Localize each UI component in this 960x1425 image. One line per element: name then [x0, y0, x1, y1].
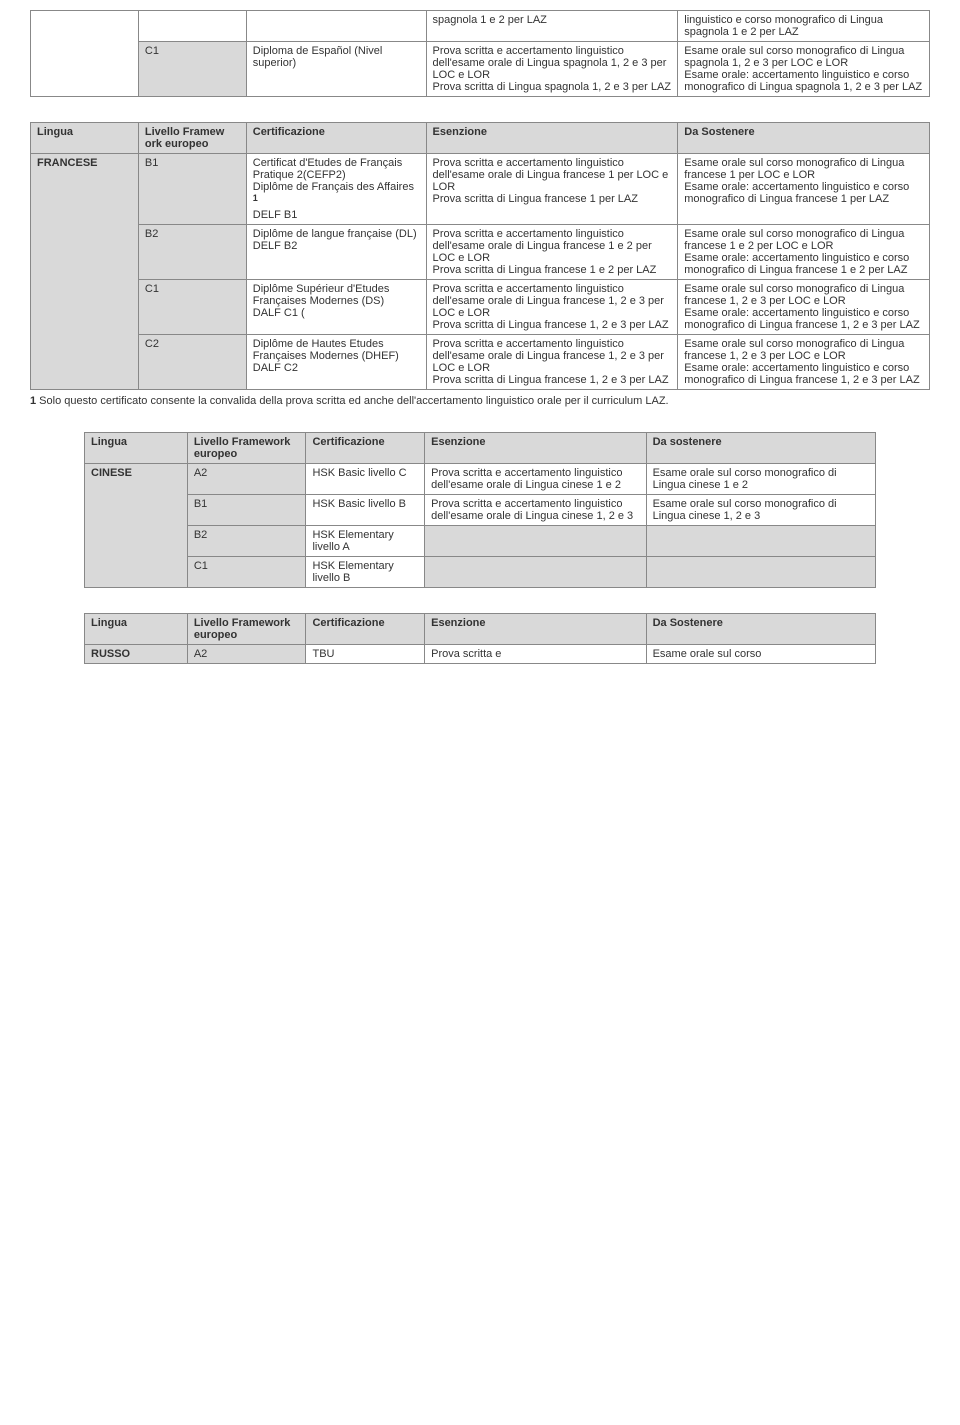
cell: [138, 11, 246, 42]
cell-level: B2: [187, 525, 306, 556]
footnote-ref: 1: [253, 193, 258, 203]
cell: Prova scritta e accertamento linguistico…: [426, 279, 678, 334]
table-row: spagnola 1 e 2 per LAZ linguistico e cor…: [31, 11, 930, 42]
table-header-row: Lingua Livello Framework europeo Certifi…: [85, 432, 876, 463]
cert-line: DELF B1: [253, 209, 298, 221]
cell-level: B1: [187, 494, 306, 525]
cell-level: A2: [187, 644, 306, 663]
cell: Esame orale sul corso monografico di Lin…: [678, 334, 930, 389]
cell-level: C2: [138, 334, 246, 389]
cell: Esame orale sul corso monografico di Lin…: [678, 154, 930, 225]
table-row: CINESE A2 HSK Basic livello C Prova scri…: [85, 463, 876, 494]
table-header-row: Lingua Livello Framework europeo Certifi…: [85, 613, 876, 644]
col-header: Da sostenere: [646, 432, 875, 463]
cert-line: Certificat d'Etudes de Français Pratique…: [253, 157, 402, 181]
cell-level: A2: [187, 463, 306, 494]
col-header: Lingua: [31, 123, 139, 154]
table-row: C1 HSK Elementary livello B: [85, 556, 876, 587]
col-header: Esenzione: [425, 613, 646, 644]
col-header: Certificazione: [246, 123, 426, 154]
cell: Esame orale sul corso monografico di Lin…: [678, 42, 930, 97]
cell-level: B1: [138, 154, 246, 225]
table-row: B2 Diplôme de langue française (DL)DELF …: [31, 224, 930, 279]
cell: Diplôme de Hautes Etudes Françaises Mode…: [246, 334, 426, 389]
col-header: Esenzione: [425, 432, 646, 463]
cell: [31, 11, 139, 97]
col-header: Esenzione: [426, 123, 678, 154]
cell: Diplôme de langue française (DL)DELF B2: [246, 224, 426, 279]
cell: TBU: [306, 644, 425, 663]
cell: Diplôme Supérieur d'Etudes Françaises Mo…: [246, 279, 426, 334]
cell: Prova scritta e accertamento linguistico…: [426, 224, 678, 279]
cell-level: C1: [138, 279, 246, 334]
cell-language: RUSSO: [85, 644, 188, 663]
cell: Diploma de Español (Nivel superior): [246, 42, 426, 97]
col-header: Lingua: [85, 432, 188, 463]
cell: HSK Basic livello B: [306, 494, 425, 525]
col-header: Livello Framew ork europeo: [138, 123, 246, 154]
footnote-text: Solo questo certificato consente la conv…: [36, 395, 668, 407]
cell-level: C1: [187, 556, 306, 587]
cell: Esame orale sul corso monografico di Lin…: [678, 279, 930, 334]
cell-language: CINESE: [85, 463, 188, 587]
table-row: FRANCESE B1 Certificat d'Etudes de Franç…: [31, 154, 930, 225]
col-header: Lingua: [85, 613, 188, 644]
cell: [425, 556, 646, 587]
cell: linguistico e corso monografico di Lingu…: [678, 11, 930, 42]
col-header: Da Sostenere: [646, 613, 875, 644]
cell: HSK Elementary livello B: [306, 556, 425, 587]
col-header: Certificazione: [306, 613, 425, 644]
table-spanish-cont: spagnola 1 e 2 per LAZ linguistico e cor…: [30, 10, 930, 97]
cell-level: B2: [138, 224, 246, 279]
cell: [646, 525, 875, 556]
cell: Prova scritta e accertamento linguistico…: [425, 463, 646, 494]
col-header: Certificazione: [306, 432, 425, 463]
table-row: C1 Diploma de Español (Nivel superior) P…: [31, 42, 930, 97]
footnote: 1 Solo questo certificato consente la co…: [30, 395, 930, 407]
cell: Prova scritta e accertamento linguistico…: [425, 494, 646, 525]
cell: [425, 525, 646, 556]
cell: Esame orale sul corso: [646, 644, 875, 663]
table-french: Lingua Livello Framew ork europeo Certif…: [30, 122, 930, 390]
cell: Esame orale sul corso monografico di Lin…: [646, 463, 875, 494]
cell: spagnola 1 e 2 per LAZ: [426, 11, 678, 42]
table-row: RUSSO A2 TBU Prova scritta e Esame orale…: [85, 644, 876, 663]
cell: [246, 11, 426, 42]
col-header: Da Sostenere: [678, 123, 930, 154]
cell: Prova scritta e: [425, 644, 646, 663]
cell: Prova scritta e accertamento linguistico…: [426, 334, 678, 389]
col-header: Livello Framework europeo: [187, 432, 306, 463]
table-chinese: Lingua Livello Framework europeo Certifi…: [84, 432, 876, 588]
table-header-row: Lingua Livello Framew ork europeo Certif…: [31, 123, 930, 154]
cell: [646, 556, 875, 587]
cell: HSK Basic livello C: [306, 463, 425, 494]
cell-language: FRANCESE: [31, 154, 139, 390]
cell: Esame orale sul corso monografico di Lin…: [646, 494, 875, 525]
cell: Prova scritta e accertamento linguistico…: [426, 154, 678, 225]
cell: HSK Elementary livello A: [306, 525, 425, 556]
cert-line: Diplôme de Français des Affaires: [253, 181, 414, 193]
cell-cert: Certificat d'Etudes de Français Pratique…: [246, 154, 426, 225]
table-row: B1 HSK Basic livello B Prova scritta e a…: [85, 494, 876, 525]
table-row: B2 HSK Elementary livello A: [85, 525, 876, 556]
table-row: C1 Diplôme Supérieur d'Etudes Françaises…: [31, 279, 930, 334]
table-russian: Lingua Livello Framework europeo Certifi…: [84, 613, 876, 664]
table-row: C2 Diplôme de Hautes Etudes Françaises M…: [31, 334, 930, 389]
cell: Esame orale sul corso monografico di Lin…: [678, 224, 930, 279]
cell: Prova scritta e accertamento linguistico…: [426, 42, 678, 97]
col-header: Livello Framework europeo: [187, 613, 306, 644]
cell-level: C1: [138, 42, 246, 97]
